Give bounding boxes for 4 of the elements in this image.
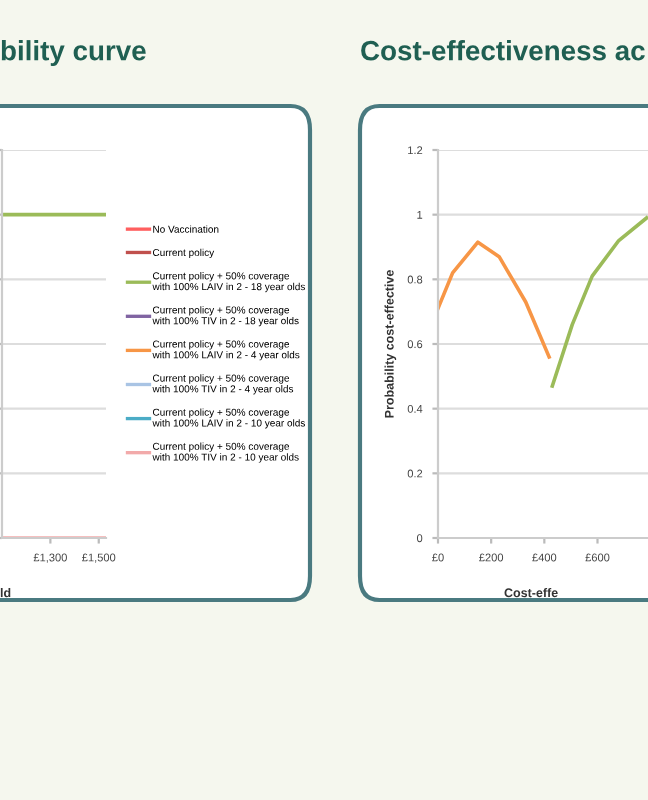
chart-title: Cost-effectiveness ac	[361, 40, 645, 61]
chart-title: bility curve	[1, 40, 146, 66]
line-series	[550, 216, 648, 388]
line-series	[438, 240, 551, 359]
